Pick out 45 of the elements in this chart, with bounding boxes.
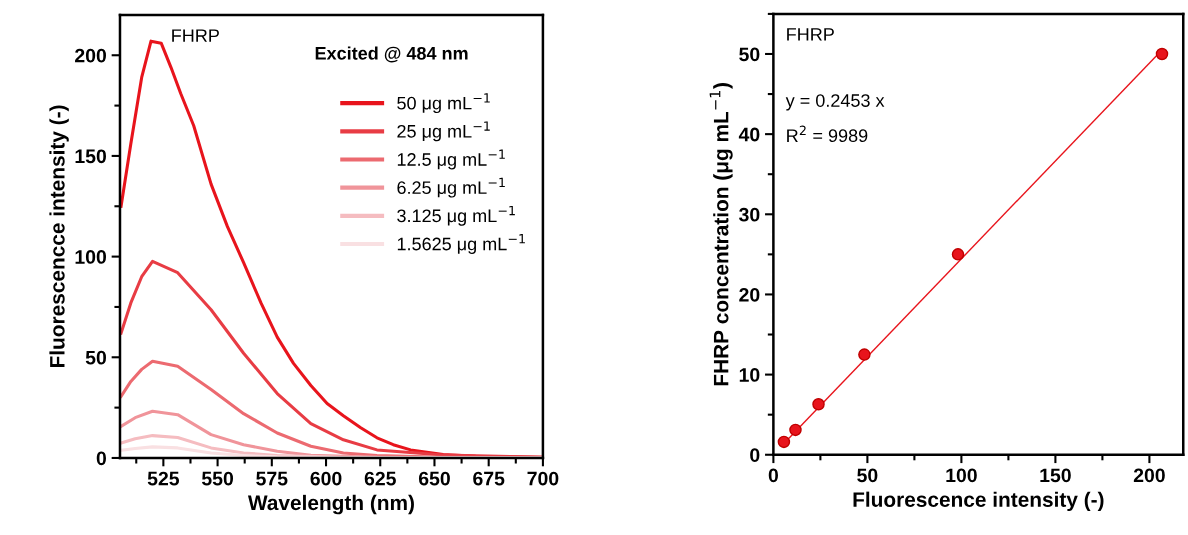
y-tick-label: 200 <box>75 48 106 63</box>
x-axis-title: Wavelength (nm) <box>247 494 414 515</box>
point <box>812 398 825 411</box>
legend-label: 12.5 μg mL$^{−1}$ <box>397 149 505 170</box>
annotation: Excited @ 484 nm <box>315 46 468 63</box>
x-axis-title: Fluorescence intensity (-) <box>853 491 1104 512</box>
annotation: FHRP <box>787 28 834 41</box>
y-tick-label: 40 <box>738 127 760 142</box>
x-tick-label: 150 <box>1040 468 1071 483</box>
x-tick-label: 625 <box>364 471 396 486</box>
x-tick-label: 50 <box>857 468 878 483</box>
x-tick-label: 100 <box>946 468 977 483</box>
legend-label: 6.25 μg mL$^{−1}$ <box>397 177 505 198</box>
point <box>789 423 802 437</box>
point <box>951 248 965 261</box>
legend-label: 3.125 μg mL$^{−1}$ <box>397 205 515 226</box>
y-axis-title: Fluorescencce intensity (-) <box>49 105 69 368</box>
x-tick-label: 600 <box>310 471 342 486</box>
y-axis-title: FHRP concentration (μg mL$^{−1}$) <box>709 83 733 386</box>
y-tick-label: 10 <box>739 368 760 382</box>
annotation: y = 0.2453 x <box>785 94 885 111</box>
y-tick-label: 100 <box>75 250 106 264</box>
x-tick-label: 650 <box>418 471 450 486</box>
legend-label: 1.5625 μg mL$^{−1}$ <box>397 234 525 254</box>
x-tick-label: 200 <box>1133 468 1165 483</box>
point <box>1155 47 1169 61</box>
y-tick-label: 0 <box>750 448 760 462</box>
x-tick-label: 525 <box>147 471 180 486</box>
y-tick-label: 50 <box>739 47 760 62</box>
y-tick-label: 20 <box>739 287 760 302</box>
legend-label: 50 μg mL$^{−1}$ <box>397 93 490 114</box>
x-tick-label: 550 <box>201 471 234 486</box>
point <box>858 348 871 361</box>
x-tick-label: 575 <box>256 471 288 486</box>
y-tick-label: 150 <box>75 149 106 164</box>
x-tick-label: 0 <box>768 468 778 483</box>
legend-label: 25 μg mL$^{−1}$ <box>397 121 490 142</box>
point <box>777 435 791 449</box>
annotation: R$^{2}$ = 9989 <box>787 125 868 143</box>
x-tick-label: 675 <box>473 471 505 486</box>
y-tick-label: 0 <box>96 451 106 466</box>
x-tick-label: 700 <box>527 471 559 486</box>
y-tick-label: 50 <box>85 350 106 365</box>
annotation: FHRP <box>172 29 219 42</box>
y-tick-label: 30 <box>739 207 760 222</box>
